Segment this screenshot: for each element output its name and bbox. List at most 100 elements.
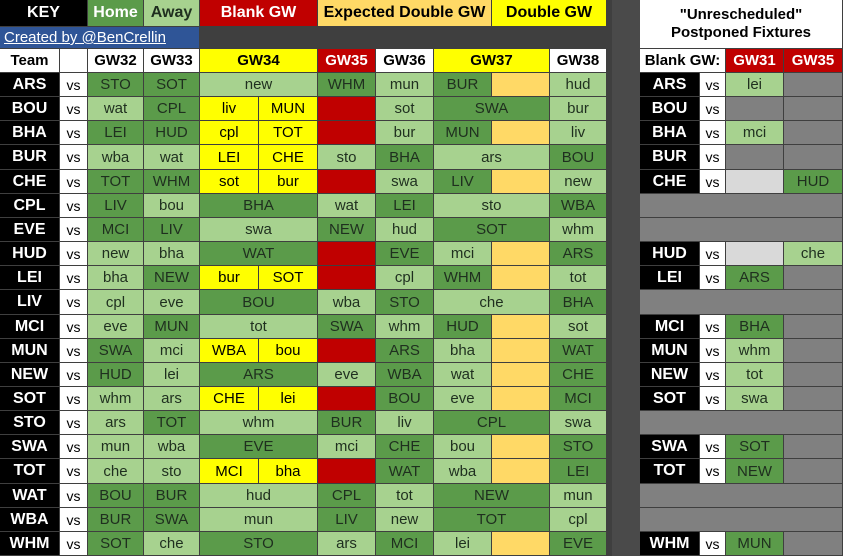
fixture-gw33: HUD	[144, 121, 200, 145]
header-postponed-gw35: GW35	[784, 49, 843, 73]
fixture-gw33: WHM	[144, 170, 200, 194]
fixture-gw33: sto	[144, 459, 200, 484]
fixture-gw34-b: lei	[259, 387, 318, 411]
fixture-gw37: che	[434, 290, 550, 315]
vs-label: vs	[60, 484, 88, 508]
postponed-team: MUN	[640, 339, 700, 363]
blank-gw-key: Blank GW	[200, 0, 318, 27]
fixture-gw35: sto	[318, 145, 376, 170]
postponed-vs: vs	[700, 121, 726, 145]
team-name: TOT	[0, 459, 60, 484]
fixture-gw36: LEI	[376, 194, 434, 218]
fixture-gw38: whm	[550, 218, 607, 242]
fixture-gw37: ars	[434, 145, 550, 170]
fixture-gw34: tot	[200, 315, 318, 339]
fixture-gw37-b	[492, 363, 550, 387]
fixture-gw32: wat	[88, 97, 144, 121]
fixture-gw36: bur	[376, 121, 434, 145]
postponed-gw35	[784, 266, 843, 290]
fixture-gw34: WAT	[200, 242, 318, 266]
fixture-gw34: STO	[200, 532, 318, 556]
fixture-gw32: BOU	[88, 484, 144, 508]
postponed-gw35	[784, 387, 843, 411]
postponed-gw31: swa	[726, 387, 784, 411]
fixture-gw38: EVE	[550, 532, 607, 556]
fixture-gw32: bha	[88, 266, 144, 290]
fixture-gw36: whm	[376, 315, 434, 339]
fixture-gw37-b	[492, 170, 550, 194]
column-separator	[612, 0, 640, 556]
postponed-gw31: mci	[726, 121, 784, 145]
fixture-gw34-b: bha	[259, 459, 318, 484]
team-name: CHE	[0, 170, 60, 194]
fixture-gw37-a: mci	[434, 242, 492, 266]
team-name: BOU	[0, 97, 60, 121]
vs-label: vs	[60, 315, 88, 339]
postponed-vs: vs	[700, 532, 726, 556]
vs-label: vs	[60, 290, 88, 315]
fixture-gw35: BUR	[318, 411, 376, 435]
header-gw35: GW35	[318, 49, 376, 73]
fixture-gw37-b	[492, 339, 550, 363]
postponed-team: BHA	[640, 121, 700, 145]
fixture-gw37-a: wba	[434, 459, 492, 484]
vs-label: vs	[60, 459, 88, 484]
expected-double-gw-key: Expected Double GW	[318, 0, 492, 27]
postponed-gw31: BHA	[726, 315, 784, 339]
header-blank-gw: Blank GW:	[640, 49, 726, 73]
fixture-gw34-b: CHE	[259, 145, 318, 170]
fixture-gw35: mci	[318, 435, 376, 459]
fixture-gw35	[318, 459, 376, 484]
fixture-gw37: SOT	[434, 218, 550, 242]
vs-label: vs	[60, 170, 88, 194]
team-name: MCI	[0, 315, 60, 339]
team-name: BHA	[0, 121, 60, 145]
postponed-team: SOT	[640, 387, 700, 411]
fixture-gw37-b	[492, 266, 550, 290]
fixture-gw37-b	[492, 435, 550, 459]
fixture-gw36: BOU	[376, 387, 434, 411]
fixture-gw38: new	[550, 170, 607, 194]
key-label: KEY	[0, 0, 88, 27]
fixture-gw35: WHM	[318, 73, 376, 97]
postponed-empty	[640, 508, 843, 532]
postponed-vs: vs	[700, 363, 726, 387]
fixture-gw36: swa	[376, 170, 434, 194]
postponed-vs: vs	[700, 145, 726, 170]
postponed-team: SWA	[640, 435, 700, 459]
vs-label: vs	[60, 532, 88, 556]
header-gw34: GW34	[200, 49, 318, 73]
fixture-gw34-b: bur	[259, 170, 318, 194]
fixture-gw32: wba	[88, 145, 144, 170]
fixture-gw37: sto	[434, 194, 550, 218]
header-gw36: GW36	[376, 49, 434, 73]
fixture-gw34: swa	[200, 218, 318, 242]
away-key: Away	[144, 0, 200, 27]
vs-label: vs	[60, 97, 88, 121]
header-gw38: GW38	[550, 49, 607, 73]
postponed-team: BOU	[640, 97, 700, 121]
postponed-gw31	[726, 97, 784, 121]
postponed-gw35: HUD	[784, 170, 843, 194]
postponed-gw31	[726, 242, 784, 266]
fixture-gw33: wat	[144, 145, 200, 170]
fixture-gw35	[318, 97, 376, 121]
fixture-gw32: che	[88, 459, 144, 484]
team-name: SWA	[0, 435, 60, 459]
postponed-vs: vs	[700, 387, 726, 411]
credit-link[interactable]: Created by @BenCrellin	[0, 27, 200, 49]
fixture-gw37: TOT	[434, 508, 550, 532]
fixture-gw34: mun	[200, 508, 318, 532]
fixture-gw32: TOT	[88, 170, 144, 194]
fixture-gw36: new	[376, 508, 434, 532]
postponed-fixtures-title: "Unrescheduled" Postponed Fixtures	[640, 0, 843, 49]
vs-label: vs	[60, 411, 88, 435]
header-team: Team	[0, 49, 60, 73]
team-name: HUD	[0, 242, 60, 266]
fixture-gw34-a: CHE	[200, 387, 259, 411]
fixture-gw38: WAT	[550, 339, 607, 363]
postponed-gw35	[784, 339, 843, 363]
vs-label: vs	[60, 387, 88, 411]
postponed-gw31: MUN	[726, 532, 784, 556]
fixture-gw34-a: cpl	[200, 121, 259, 145]
